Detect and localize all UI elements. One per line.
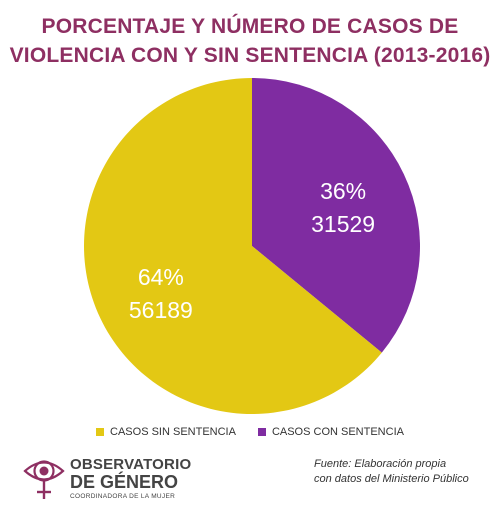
legend: CASOS SIN SENTENCIA CASOS CON SENTENCIA <box>0 426 500 438</box>
logo-line1: OBSERVATORIO <box>70 456 192 473</box>
chart-title-line2: VIOLENCIA CON Y SIN SENTENCIA (2013-2016… <box>9 44 491 67</box>
legend-swatch-sin-sentencia <box>96 428 105 436</box>
chart-title: PORCENTAJE Y NÚMERO DE CASOS DE VIOLENCI… <box>0 12 500 70</box>
logo-line2: DE GÉNERO <box>70 472 179 492</box>
chart-title-line1: PORCENTAJE Y NÚMERO DE CASOS DE <box>41 15 459 38</box>
pie-slice-casos-sin-sentencia <box>83 78 382 414</box>
source-line2: con datos del Ministerio Público <box>314 473 469 485</box>
legend-swatch-con-sentencia <box>257 428 266 436</box>
slice-value-label-casos-con-sentencia: 31529 <box>311 211 375 237</box>
logo-text: OBSERVATORIO DE GÉNERO COORDINADORA DE L… <box>70 456 191 501</box>
legend-label-con-sentencia: CASOS CON SENTENCIA <box>271 426 404 438</box>
venus-eye-icon <box>23 460 65 499</box>
pie-slice-casos-con-sentencia <box>252 78 420 353</box>
slice-percent-label-casos-con-sentencia: 36% <box>320 178 366 204</box>
observatorio-logo: OBSERVATORIO DE GÉNERO COORDINADORA DE L… <box>22 453 282 513</box>
legend-item-con-sentencia: CASOS CON SENTENCIA <box>257 426 404 438</box>
legend-item-sin-sentencia: CASOS SIN SENTENCIA <box>96 426 236 438</box>
logo-line3: COORDINADORA DE LA MUJER <box>70 493 176 500</box>
source-note: Fuente: Elaboración propia con datos del… <box>314 457 494 487</box>
source-line1: Fuente: Elaboración propia <box>314 458 447 470</box>
slice-value-label-casos-sin-sentencia: 56189 <box>129 297 193 323</box>
legend-label-sin-sentencia: CASOS SIN SENTENCIA <box>110 426 236 438</box>
slice-percent-label-casos-sin-sentencia: 64% <box>138 264 184 290</box>
